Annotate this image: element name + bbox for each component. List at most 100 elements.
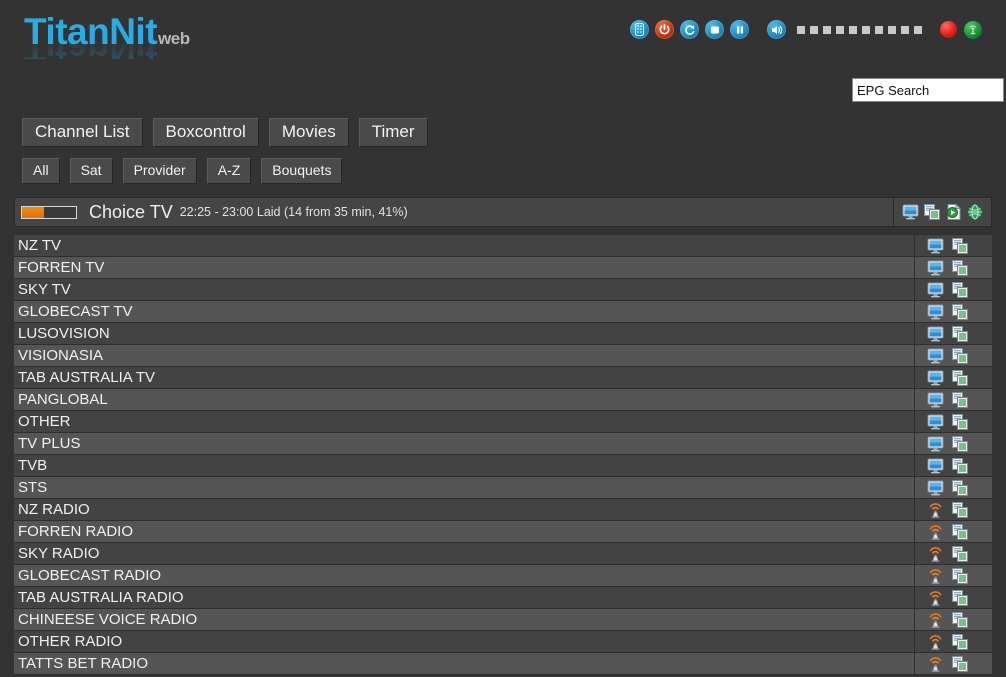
- tv-screen-icon[interactable]: [927, 480, 944, 496]
- channel-row[interactable]: TVB: [14, 455, 992, 477]
- subtab-az[interactable]: A-Z: [206, 158, 252, 184]
- duplicate-icon[interactable]: [952, 347, 969, 364]
- volume-segment[interactable]: [823, 25, 831, 34]
- volume-segment[interactable]: [836, 25, 844, 34]
- refresh-icon[interactable]: [680, 20, 699, 39]
- tv-screen-icon[interactable]: [927, 436, 944, 452]
- tab-channel-list[interactable]: Channel List: [22, 118, 143, 147]
- radio-antenna-icon[interactable]: [927, 590, 944, 606]
- duplicate-icon[interactable]: [952, 479, 969, 496]
- channel-row[interactable]: OTHER: [14, 411, 992, 433]
- radio-antenna-icon[interactable]: [927, 524, 944, 540]
- channel-row[interactable]: TAB AUSTRALIA RADIO: [14, 587, 992, 609]
- channel-row[interactable]: SKY RADIO: [14, 543, 992, 565]
- radio-antenna-icon[interactable]: [927, 656, 944, 672]
- duplicate-icon[interactable]: [952, 611, 969, 628]
- globe-icon[interactable]: [967, 204, 983, 220]
- tv-screen-icon[interactable]: [902, 204, 919, 220]
- logo-text: TitanNitweb: [24, 12, 304, 59]
- tv-screen-icon[interactable]: [927, 414, 944, 430]
- radio-antenna-icon[interactable]: [927, 502, 944, 518]
- tv-screen-icon[interactable]: [927, 348, 944, 364]
- radio-antenna-icon[interactable]: [927, 634, 944, 650]
- duplicate-icon[interactable]: [952, 655, 969, 672]
- volume-segment[interactable]: [810, 25, 818, 34]
- tab-timer[interactable]: Timer: [358, 118, 428, 147]
- duplicate-icon[interactable]: [952, 545, 969, 562]
- duplicate-icon[interactable]: [923, 204, 941, 220]
- duplicate-icon[interactable]: [952, 633, 969, 650]
- channel-row[interactable]: OTHER RADIO: [14, 631, 992, 653]
- duplicate-icon[interactable]: [952, 589, 969, 606]
- duplicate-icon[interactable]: [952, 435, 969, 452]
- now-playing-info-panel[interactable]: Choice TV 22:25 - 23:00 Laid (14 from 35…: [14, 197, 894, 227]
- volume-segment[interactable]: [862, 25, 870, 34]
- tv-screen-icon[interactable]: [927, 326, 944, 342]
- subtab-sat[interactable]: Sat: [69, 158, 113, 184]
- duplicate-icon[interactable]: [952, 567, 969, 584]
- tv-screen-icon[interactable]: [927, 370, 944, 386]
- main-tab-bar: Channel List Boxcontrol Movies Timer: [22, 118, 1006, 147]
- volume-level-bar[interactable]: [797, 25, 922, 34]
- duplicate-icon[interactable]: [952, 237, 969, 254]
- duplicate-icon[interactable]: [952, 413, 969, 430]
- channel-row[interactable]: GLOBECAST RADIO: [14, 565, 992, 587]
- channel-row[interactable]: NZ TV: [14, 235, 992, 257]
- subtab-bouquets[interactable]: Bouquets: [261, 158, 343, 184]
- duplicate-icon[interactable]: [952, 259, 969, 276]
- duplicate-icon[interactable]: [952, 325, 969, 342]
- duplicate-icon[interactable]: [952, 501, 969, 518]
- channel-name: NZ RADIO: [18, 500, 90, 518]
- channel-row[interactable]: TATTS BET RADIO: [14, 653, 992, 675]
- volume-segment[interactable]: [849, 25, 857, 34]
- tv-screen-icon[interactable]: [927, 392, 944, 408]
- duplicate-icon[interactable]: [952, 281, 969, 298]
- tab-movies[interactable]: Movies: [268, 118, 349, 147]
- subtab-provider[interactable]: Provider: [122, 158, 197, 184]
- epg-search-input[interactable]: [852, 78, 1004, 102]
- channel-name: GLOBECAST RADIO: [18, 566, 162, 584]
- duplicate-icon[interactable]: [952, 391, 969, 408]
- tv-screen-icon[interactable]: [927, 260, 944, 276]
- channel-name: LUSOVISION: [18, 324, 110, 342]
- tv-screen-icon[interactable]: [927, 282, 944, 298]
- tv-screen-icon[interactable]: [927, 304, 944, 320]
- channel-row[interactable]: CHINEESE VOICE RADIO: [14, 609, 992, 631]
- tv-screen-icon[interactable]: [927, 238, 944, 254]
- stop-icon[interactable]: [705, 20, 724, 39]
- channel-row[interactable]: GLOBECAST TV: [14, 301, 992, 323]
- volume-segment[interactable]: [914, 25, 922, 34]
- channel-row[interactable]: NZ RADIO: [14, 499, 992, 521]
- channel-name: SKY TV: [18, 280, 71, 298]
- channel-row[interactable]: VISIONASIA: [14, 345, 992, 367]
- subtab-label: Provider: [133, 162, 186, 178]
- volume-segment[interactable]: [901, 25, 909, 34]
- channel-row[interactable]: PANGLOBAL: [14, 389, 992, 411]
- duplicate-icon[interactable]: [952, 369, 969, 386]
- channel-row[interactable]: STS: [14, 477, 992, 499]
- radio-antenna-icon[interactable]: [927, 546, 944, 562]
- volume-icon[interactable]: [767, 20, 786, 39]
- remote-control-icon[interactable]: [630, 20, 649, 39]
- volume-segment[interactable]: [797, 25, 805, 34]
- volume-segment[interactable]: [888, 25, 896, 34]
- channel-row[interactable]: LUSOVISION: [14, 323, 992, 345]
- radio-antenna-icon[interactable]: [927, 568, 944, 584]
- duplicate-icon[interactable]: [952, 457, 969, 474]
- channel-row[interactable]: TV PLUS: [14, 433, 992, 455]
- duplicate-icon[interactable]: [952, 523, 969, 540]
- duplicate-icon[interactable]: [952, 303, 969, 320]
- channel-row[interactable]: FORREN RADIO: [14, 521, 992, 543]
- tv-screen-icon[interactable]: [927, 458, 944, 474]
- media-stream-icon[interactable]: [945, 203, 962, 220]
- volume-segment[interactable]: [875, 25, 883, 34]
- channel-row[interactable]: FORREN TV: [14, 257, 992, 279]
- subtab-all[interactable]: All: [22, 158, 60, 184]
- power-icon[interactable]: [655, 20, 674, 39]
- channel-name: OTHER: [18, 412, 71, 430]
- channel-row[interactable]: TAB AUSTRALIA TV: [14, 367, 992, 389]
- channel-row[interactable]: SKY TV: [14, 279, 992, 301]
- pause-icon[interactable]: [730, 20, 749, 39]
- tab-boxcontrol[interactable]: Boxcontrol: [152, 118, 259, 147]
- radio-antenna-icon[interactable]: [927, 612, 944, 628]
